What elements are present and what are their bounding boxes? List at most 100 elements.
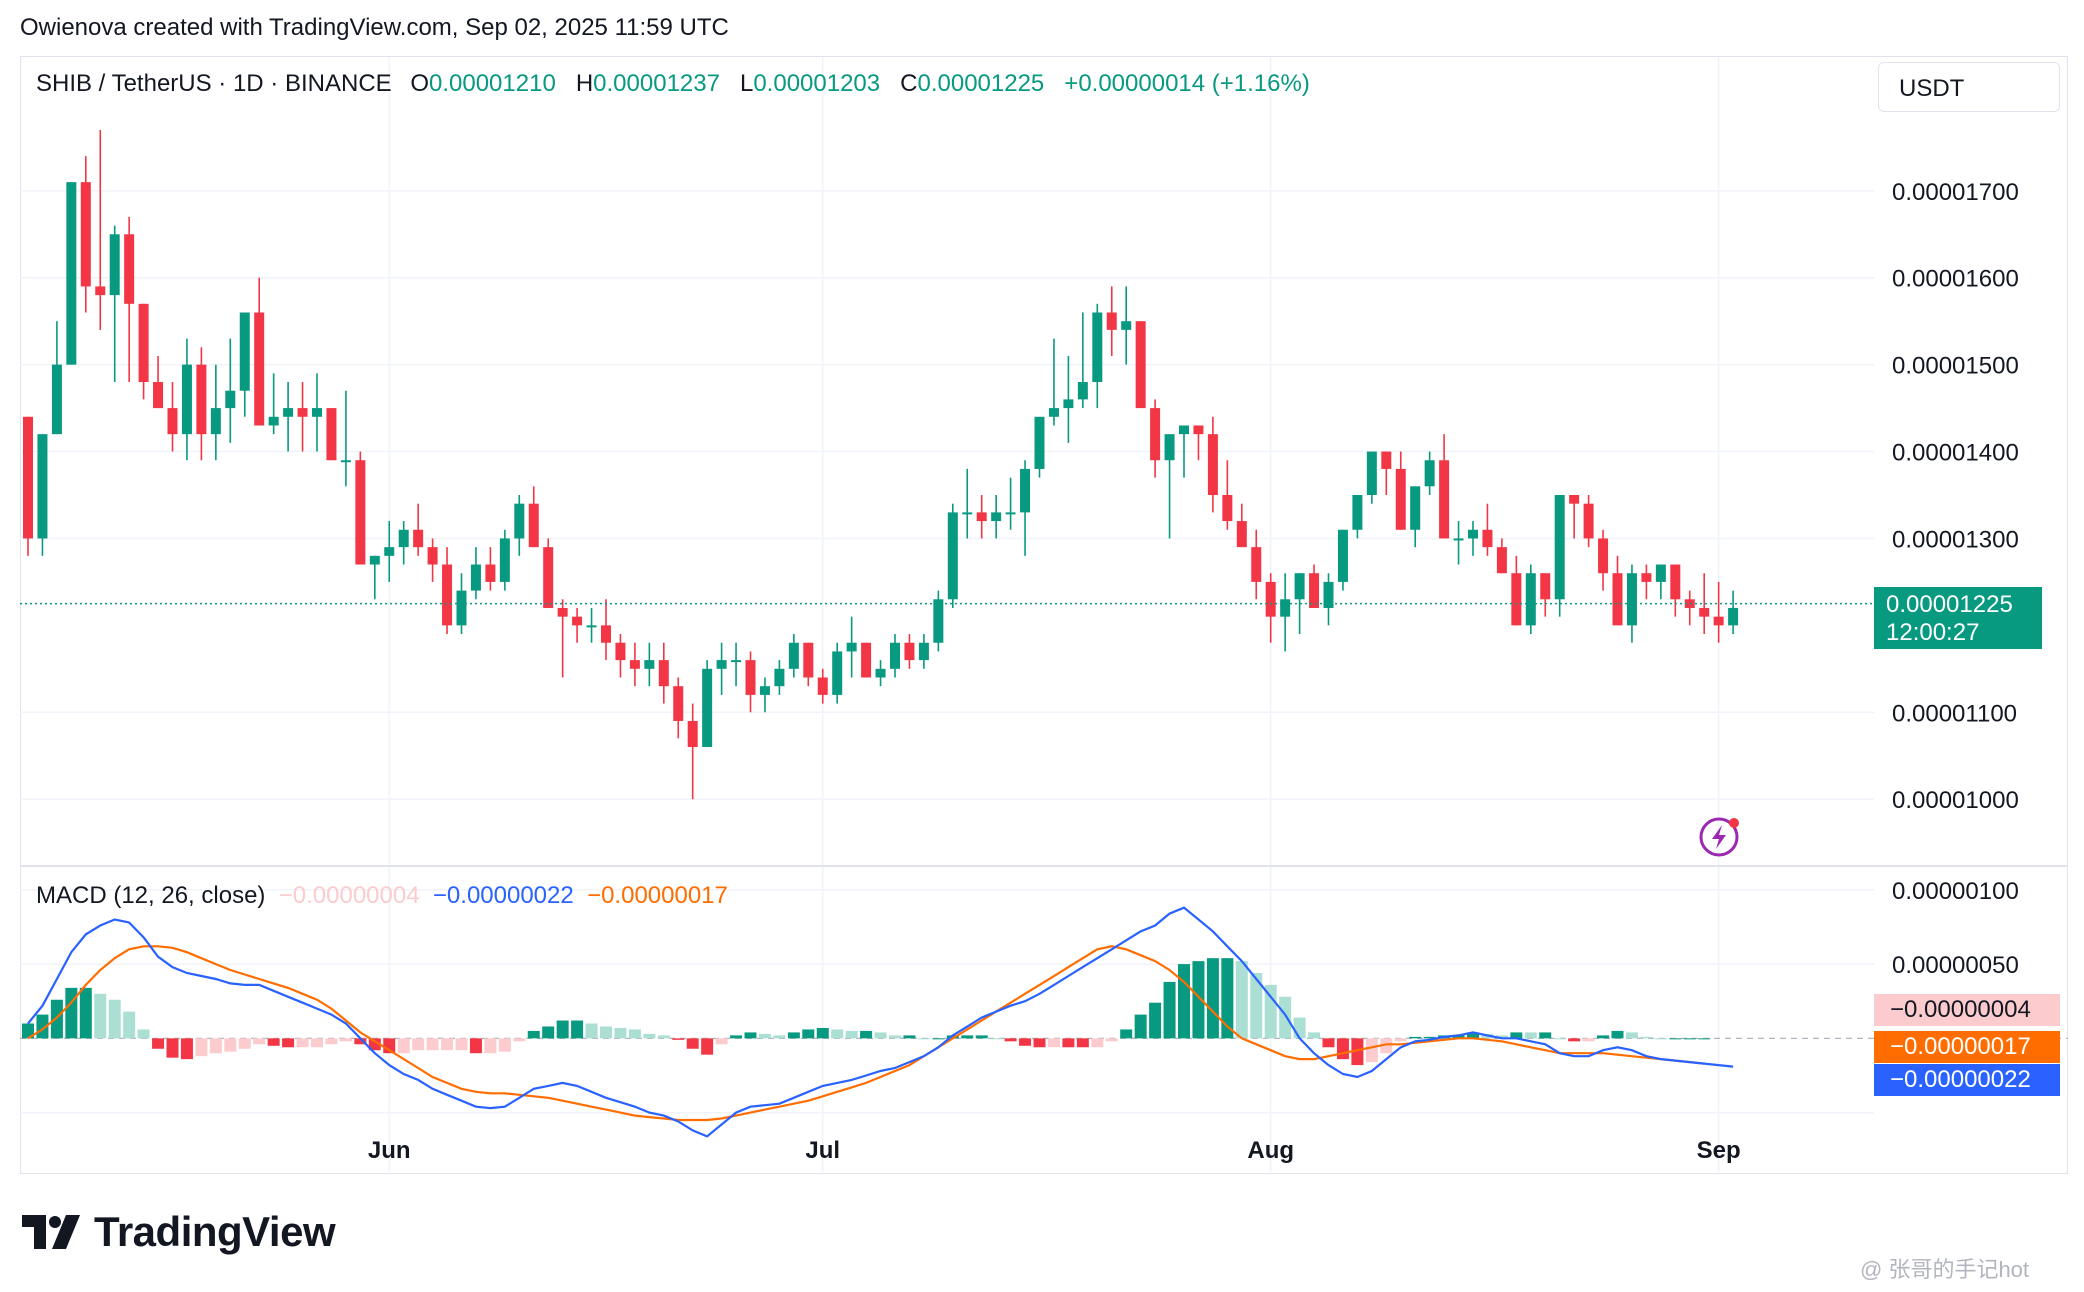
close-label: C: [900, 70, 918, 97]
macd-histogram-bar: [1322, 1038, 1335, 1048]
macd-histogram-bar: [946, 1035, 959, 1039]
candle: [1395, 451, 1406, 530]
macd-title[interactable]: MACD (12, 26, close): [36, 882, 266, 909]
macd-histogram-bar: [1206, 958, 1219, 1039]
candle: [1641, 564, 1652, 600]
candle: [312, 373, 322, 452]
candle: [1077, 312, 1088, 409]
candle: [1135, 321, 1146, 409]
watermark: @ 张哥的手记hot: [1860, 1257, 2030, 1282]
change-value: +0.00000014 (+1.16%): [1064, 70, 1310, 97]
macd-histogram-bar: [932, 1038, 945, 1040]
candle: [1193, 425, 1204, 461]
macd-signal-tag: −0.00000017: [1874, 1031, 2060, 1063]
macd-histogram-bar: [1611, 1030, 1624, 1039]
macd-histogram-bar: [1452, 1035, 1465, 1039]
candle: [355, 451, 366, 565]
candle: [933, 590, 944, 652]
candle: [702, 660, 713, 748]
macd-histogram-bar: [527, 1030, 540, 1039]
candle: [1251, 529, 1262, 600]
candle: [254, 277, 265, 426]
macd-histogram-bar: [1134, 1014, 1147, 1039]
macd-histogram-bar: [1510, 1032, 1523, 1039]
macd-histogram-bar: [1539, 1032, 1552, 1039]
candle: [1092, 303, 1103, 409]
macd-histogram-bar: [1597, 1035, 1610, 1039]
symbol-label[interactable]: SHIB / TetherUS · 1D · BINANCE: [36, 70, 392, 97]
candle: [1020, 460, 1031, 556]
candle: [1337, 529, 1348, 591]
candle: [1554, 495, 1565, 617]
macd-histogram-bar: [860, 1030, 873, 1039]
candle: [66, 182, 77, 365]
currency-button[interactable]: USDT: [1878, 62, 2060, 112]
macd-histogram-bar: [1654, 1038, 1667, 1040]
macd-signal-line: [27, 945, 1705, 1122]
time-axis: Jun Jul Aug Sep: [368, 1137, 1741, 1164]
candle: [687, 703, 698, 800]
macd-histogram-bar: [94, 993, 107, 1039]
macd-histogram-bar: [1120, 1029, 1133, 1039]
candle: [1439, 434, 1450, 539]
candle: [1699, 573, 1710, 635]
macd-histogram-bar: [1582, 1038, 1595, 1042]
macd-histogram-bar: [657, 1035, 670, 1039]
macd-histogram-bar: [282, 1038, 295, 1048]
macd-hist-value: −0.00000004: [278, 882, 420, 909]
macd-histogram-bar: [253, 1038, 266, 1045]
macd-histogram-bar: [1221, 958, 1234, 1039]
candle: [731, 642, 742, 687]
candle: [615, 634, 626, 678]
macd-histogram-bar: [1004, 1038, 1017, 1042]
macd-histogram-bar: [542, 1026, 555, 1039]
macd-histogram-bar: [368, 1038, 381, 1051]
candle: [629, 642, 640, 687]
macd-histogram-bar: [469, 1038, 482, 1054]
candle: [326, 408, 337, 461]
candle: [846, 616, 857, 678]
low-value: 0.00001203: [753, 70, 881, 97]
candle: [716, 642, 727, 695]
candles: [20, 130, 1874, 800]
chart-attribution: Owienova created with TradingView.com, S…: [20, 14, 729, 41]
lightning-icon[interactable]: [1697, 813, 1743, 859]
macd-histogram-bar: [1076, 1038, 1089, 1048]
time-tick-label: Jul: [805, 1137, 840, 1164]
macd-histogram-bar: [802, 1029, 815, 1039]
candle: [1453, 521, 1464, 565]
candle: [340, 390, 351, 487]
candle: [268, 373, 279, 435]
macd-line: [27, 906, 1734, 1138]
macd-histogram-bar: [571, 1020, 584, 1039]
chart-frame[interactable]: [20, 56, 2068, 1174]
candle: [1164, 434, 1175, 539]
candle: [1236, 503, 1247, 548]
time-tick-label: Sep: [1697, 1137, 1741, 1164]
macd-histogram-bar: [845, 1030, 858, 1039]
open-label: O: [410, 70, 429, 97]
macd-line-tag: −0.00000022: [1874, 1064, 2060, 1096]
candle: [1121, 286, 1132, 365]
candle: [1713, 581, 1724, 643]
candle: [1034, 416, 1045, 478]
macd-histogram-bar: [1308, 1032, 1321, 1039]
macd-histogram-bar: [267, 1038, 280, 1046]
candle: [413, 503, 424, 556]
macd-histogram-bar: [614, 1027, 627, 1039]
macd-histogram-bar: [426, 1038, 439, 1051]
candle: [80, 156, 91, 313]
macd-histogram-bar: [1293, 1017, 1306, 1039]
macd-tick-label: 0.00000100: [1892, 878, 2019, 905]
macd-histogram-bar: [672, 1038, 685, 1040]
candle: [153, 355, 164, 409]
candle: [543, 538, 554, 608]
macd-histogram-bar: [311, 1038, 323, 1048]
candle: [499, 529, 510, 591]
candle: [557, 599, 568, 678]
macd-histogram-bar: [209, 1038, 222, 1054]
macd-histogram-bar: [1235, 961, 1248, 1039]
candle: [976, 495, 987, 539]
candle: [788, 634, 799, 678]
